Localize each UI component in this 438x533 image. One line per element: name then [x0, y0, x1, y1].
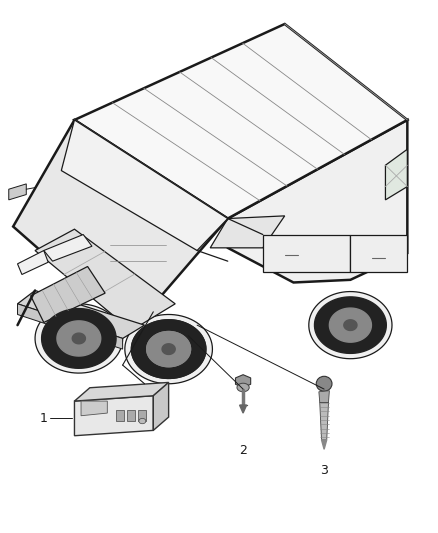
Polygon shape [74, 24, 407, 219]
Polygon shape [153, 383, 169, 431]
Polygon shape [61, 120, 228, 251]
Polygon shape [138, 410, 146, 421]
Polygon shape [57, 321, 101, 356]
Polygon shape [240, 405, 247, 413]
Polygon shape [314, 297, 386, 353]
Polygon shape [344, 320, 357, 330]
Polygon shape [74, 395, 153, 436]
Polygon shape [350, 235, 407, 272]
Polygon shape [131, 320, 206, 378]
Polygon shape [127, 410, 135, 421]
Polygon shape [319, 391, 329, 402]
Polygon shape [228, 120, 407, 282]
Polygon shape [18, 290, 145, 338]
Polygon shape [309, 292, 392, 359]
Polygon shape [35, 229, 175, 330]
Ellipse shape [316, 376, 332, 391]
Polygon shape [147, 332, 191, 367]
Polygon shape [263, 235, 350, 272]
Polygon shape [385, 149, 407, 200]
Polygon shape [210, 216, 285, 248]
Polygon shape [9, 184, 26, 200]
Polygon shape [42, 309, 116, 368]
Text: 2: 2 [239, 444, 247, 457]
Polygon shape [81, 401, 107, 416]
Polygon shape [236, 375, 251, 387]
Polygon shape [72, 333, 85, 344]
Ellipse shape [237, 383, 249, 392]
Polygon shape [162, 344, 175, 354]
Polygon shape [147, 332, 191, 367]
Polygon shape [31, 266, 105, 322]
Polygon shape [44, 235, 92, 261]
Polygon shape [329, 308, 371, 342]
Polygon shape [131, 320, 206, 378]
Polygon shape [74, 383, 169, 401]
Polygon shape [35, 304, 123, 373]
Polygon shape [18, 304, 123, 349]
Polygon shape [116, 410, 124, 421]
Polygon shape [320, 402, 328, 440]
Text: 3: 3 [320, 464, 328, 477]
Polygon shape [125, 314, 212, 384]
Ellipse shape [139, 418, 146, 424]
Polygon shape [321, 440, 327, 449]
Text: 1: 1 [40, 412, 48, 425]
Polygon shape [13, 120, 228, 330]
Polygon shape [18, 251, 48, 274]
